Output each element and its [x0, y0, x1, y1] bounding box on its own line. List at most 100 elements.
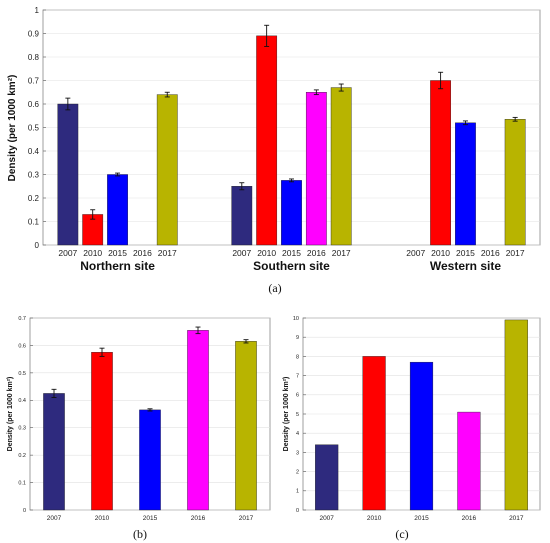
y-tick-label: 2: [296, 470, 299, 476]
x-tick-label: 2015: [456, 248, 475, 258]
bar-2016: [457, 411, 481, 511]
x-tick-label: 2015: [143, 515, 158, 522]
x-tick-label: 2017: [239, 515, 254, 522]
caption-a: (a): [268, 281, 281, 295]
bar-2017: [504, 319, 528, 511]
bar-2015: [281, 180, 302, 246]
y-ticks-a: 0 0.1 0.2 0.3 0.4 0.5 0.6 0.7 0.8 0.9 1: [28, 6, 40, 250]
y-tick-label: 0.8: [28, 53, 40, 62]
bar-2017: [504, 119, 526, 246]
y-tick-label: 5: [296, 412, 299, 418]
y-tick-label: 0.6: [18, 343, 26, 349]
y-tick-label: 0.3: [18, 426, 26, 432]
site-labels-a: Northern site Southern site Western site: [80, 259, 501, 273]
y-tick-label: 0.3: [28, 170, 40, 179]
site-label: Southern site: [253, 259, 330, 273]
y-axis-label-c: Density (per 1000 km²): [283, 377, 290, 452]
bar-2016: [305, 92, 327, 246]
bar-2015: [107, 174, 128, 246]
y-tick-label: 1: [296, 489, 299, 495]
x-tick-label: 2007: [58, 248, 77, 258]
y-tick-label: 0: [23, 508, 26, 514]
y-tick-label: 1: [35, 6, 40, 15]
panel-b: 00.10.20.30.40.50.60.7 2007 2010 2015 2016 2…: [7, 316, 271, 541]
bar-2010: [91, 352, 113, 511]
bar-2016: [187, 330, 209, 511]
bars-a: [57, 24, 526, 246]
bar-2007: [57, 103, 79, 246]
y-axis-label-b: Density (per 1000 km²): [7, 377, 14, 452]
y-ticks-b: 0 0.1 0.2 0.3 0.4 0.5 0.6 0.7: [18, 316, 26, 514]
y-tick-label: 3: [296, 450, 299, 456]
x-tick-label: 2016: [133, 248, 152, 258]
y-tick-label: 0.2: [28, 194, 40, 203]
bar-2010: [256, 35, 278, 246]
y-tick-label: 0.9: [28, 29, 40, 38]
panel-a: 00.10.20.30.40.50.60.70.80.91 2007 2010 20…: [7, 6, 541, 295]
y-tick-label: 6: [296, 393, 299, 399]
x-tick-label: 2015: [108, 248, 127, 258]
x-tick-label: 2017: [332, 248, 351, 258]
panel-c: 0 1 2 3 4 5 6 7 8 9 10 2007 2010 2015 2016 2017 Densit…: [283, 316, 541, 541]
bar-2017: [235, 341, 257, 511]
bars-b: [43, 326, 257, 511]
bar-2007: [315, 444, 339, 511]
x-ticks-b: 2007 2010 2015 2016 2017: [47, 515, 254, 522]
y-tick-label: 0.1: [18, 480, 26, 486]
y-tick-label: 0.1: [28, 217, 40, 226]
bar-2015: [409, 361, 434, 511]
y-ticks-c: 0 1 2 3 4 5 6 7 8 9 10: [293, 316, 299, 514]
x-tick-label: 2007: [232, 248, 251, 258]
x-tick-label: 2010: [431, 248, 450, 258]
x-tick-label: 2016: [462, 515, 477, 522]
x-tick-label: 2010: [257, 248, 276, 258]
y-tick-label: 0.4: [28, 147, 40, 156]
y-tick-label: 0: [35, 241, 40, 250]
y-axis-label-text-a: Density (per 1000 km²): [7, 75, 18, 182]
x-tick-label: 2016: [481, 248, 500, 258]
site-label: Northern site: [80, 259, 155, 273]
y-tick-label: 0.5: [18, 371, 26, 377]
bar-2015: [455, 122, 476, 246]
y-tick-label: 0.6: [28, 100, 40, 109]
y-tick-label: 0.4: [18, 398, 26, 404]
bar-2010: [362, 356, 386, 511]
x-tick-label: 2017: [506, 248, 525, 258]
y-axis-label-a: Density (per 1000 km²): [7, 75, 18, 182]
x-tick-label: 2007: [406, 248, 425, 258]
x-tick-label: 2016: [191, 515, 206, 522]
x-tick-label: 2015: [282, 248, 301, 258]
y-tick-label: 0.7: [18, 316, 26, 322]
x-ticks-a: 2007 2010 2015 2016 2017 2007 2010 2015 2016 2017…: [58, 248, 524, 258]
y-tick-label: 8: [296, 354, 299, 360]
y-tick-label: 0: [296, 508, 299, 514]
site-label: Western site: [430, 259, 501, 273]
x-tick-label: 2017: [509, 515, 524, 522]
bar-2015: [139, 409, 161, 511]
caption-c: (c): [395, 527, 408, 541]
bar-2017: [330, 87, 352, 246]
x-tick-label: 2010: [95, 515, 110, 522]
x-tick-label: 2010: [83, 248, 102, 258]
bar-2007: [43, 393, 65, 511]
x-tick-label: 2015: [414, 515, 429, 522]
y-tick-label: 4: [296, 431, 299, 437]
bar-2007: [231, 186, 253, 246]
bar-2010: [430, 80, 451, 246]
y-tick-label: 9: [296, 335, 299, 341]
y-tick-label: 0.2: [18, 453, 26, 459]
caption-b: (b): [133, 527, 147, 541]
x-tick-label: 2007: [319, 515, 334, 522]
x-tick-label: 2010: [367, 515, 382, 522]
bar-2017: [156, 94, 178, 246]
y-tick-label: 0.7: [28, 76, 40, 85]
x-tick-label: 2007: [47, 515, 62, 522]
bars-c: [315, 319, 528, 511]
y-tick-label: 7: [296, 374, 299, 380]
y-tick-label: 0.5: [28, 123, 40, 132]
x-ticks-c: 2007 2010 2015 2016 2017: [319, 515, 523, 522]
y-tick-label: 10: [293, 316, 299, 322]
x-tick-label: 2017: [158, 248, 177, 258]
x-tick-label: 2016: [307, 248, 326, 258]
